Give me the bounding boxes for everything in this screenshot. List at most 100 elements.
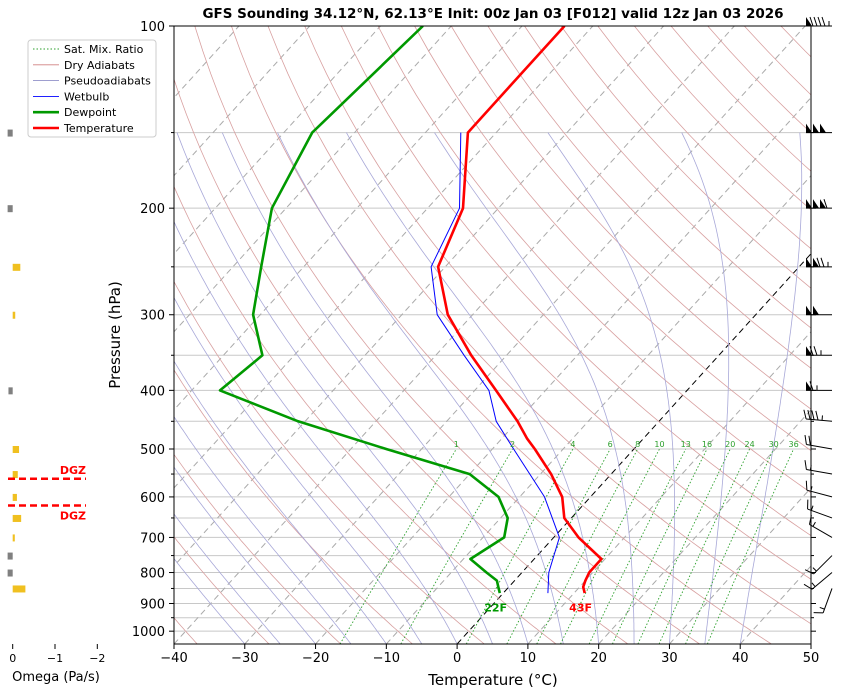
wind-barb-flag — [806, 346, 812, 356]
dry-adiabat-line — [304, 26, 811, 580]
dry-adiabat-line — [597, 26, 811, 250]
mixing-ratio-line — [560, 448, 660, 644]
legend-label: Wetbulb — [64, 90, 109, 103]
omega-bar — [12, 446, 20, 454]
isotherm-line — [174, 26, 311, 177]
pseudoadiabat-line — [174, 220, 458, 644]
omega-panel: 0 −1 −2 DGZ DGZ — [7, 129, 105, 665]
wind-barbs — [803, 16, 833, 614]
dry-adiabat-line — [707, 26, 811, 134]
y-tick-label: 400 — [140, 384, 165, 399]
wind-barb-full — [803, 409, 807, 420]
x-tick-label: 10 — [520, 651, 537, 666]
dry-adiabat-line — [780, 26, 811, 58]
wind-barb-full — [815, 410, 819, 421]
isotherm-line — [810, 643, 811, 644]
wind-barb — [803, 572, 833, 590]
pseudoadiabat-line — [547, 132, 675, 644]
wind-barb-full — [809, 346, 814, 356]
mixing-ratio-line — [400, 448, 513, 644]
mixing-ratio-line — [685, 448, 775, 644]
omega-bar — [7, 129, 13, 137]
wind-barb-shaft — [806, 469, 833, 475]
pseudoadiabat-line — [174, 296, 423, 644]
wind-barb-flag — [813, 257, 819, 267]
x-tick-label: −20 — [302, 651, 329, 666]
pseudoadiabat-line — [434, 132, 635, 644]
x-axis-label: Temperature (°C) — [427, 671, 557, 689]
wind-barb-half — [810, 505, 814, 511]
wind-barb-full — [823, 199, 828, 209]
pseudoadiabat-line — [277, 132, 564, 644]
pseudoadiabat-line — [221, 132, 529, 644]
y-tick-label: 800 — [140, 567, 165, 582]
isotherm-line — [385, 174, 811, 644]
mixing-ratio-line — [611, 448, 708, 644]
wind-barb-full — [813, 16, 818, 27]
mixing-ratio-line — [658, 448, 751, 644]
grid-lines — [174, 26, 853, 644]
y-tick-label: 600 — [140, 491, 165, 506]
dry-adiabat-line — [818, 26, 853, 644]
omega-axis-label: Omega (Pa/s) — [12, 670, 100, 685]
mixing-ratio-line — [339, 448, 457, 644]
dgz-label: DGZ — [60, 464, 86, 477]
legend-box — [27, 39, 157, 138]
wind-barb-full — [809, 381, 814, 391]
dry-adiabat-line — [670, 26, 811, 172]
dry-adiabat-line — [231, 26, 772, 644]
wind-barb-shaft — [806, 443, 833, 450]
mixing-ratio-label: 16 — [702, 440, 712, 449]
mixing-ratio-label: 30 — [769, 440, 779, 449]
wind-barb-shaft — [806, 489, 833, 498]
mixing-ratio-label: 36 — [789, 440, 799, 449]
isotherm-line — [669, 487, 811, 644]
wind-barb — [806, 123, 832, 134]
wind-barb-full — [808, 435, 811, 446]
omega-bar — [7, 552, 13, 560]
isotherm-line — [174, 26, 381, 255]
wind-barb-flag — [806, 257, 812, 267]
omega-tick-label: −2 — [89, 652, 105, 665]
mixing-ratio-label: 20 — [725, 440, 735, 449]
wind-barb-flag — [806, 305, 812, 315]
wind-barb-full — [811, 410, 815, 420]
mixing-ratio-label: 1 — [454, 440, 459, 449]
isotherm-line — [244, 26, 806, 644]
dry-adiabat-line — [194, 26, 700, 644]
dry-adiabat-line — [744, 26, 811, 96]
mixing-ratio-label: 24 — [745, 440, 755, 449]
x-tick-label: −10 — [373, 651, 400, 666]
wind-barb — [805, 480, 833, 498]
wind-barb-full — [804, 435, 807, 445]
wind-barb-shaft — [811, 572, 833, 590]
isotherm-line — [598, 409, 811, 644]
y-tick-label: 500 — [140, 443, 165, 458]
chart-title: GFS Sounding 34.12°N, 62.13°E Init: 00z … — [202, 6, 783, 22]
wind-barb — [813, 588, 833, 614]
omega-bar — [12, 514, 22, 522]
y-tick-label: 700 — [140, 531, 165, 546]
wind-barb — [806, 305, 832, 316]
pseudoadiabat-line — [174, 360, 387, 644]
wind-barb-full — [813, 346, 818, 356]
surface-annotation: 43F — [569, 602, 592, 615]
legend-label: Temperature — [63, 122, 134, 135]
wind-barb — [808, 515, 833, 538]
wind-barb — [806, 199, 832, 209]
mixing-ratio-label: 4 — [570, 440, 575, 449]
y-tick-label: 1000 — [132, 625, 165, 640]
wind-barb — [806, 257, 832, 268]
wind-barb — [807, 499, 833, 519]
mixing-ratio-label: 13 — [681, 440, 691, 449]
omega-bar — [12, 493, 17, 501]
y-tick-label: 200 — [140, 202, 165, 217]
wind-barb-shaft — [806, 418, 833, 422]
pseudoadiabat-line — [174, 466, 316, 644]
x-tick-label: 50 — [803, 651, 820, 666]
x-tick-label: 0 — [453, 651, 461, 666]
pseudoadiabat-line — [739, 132, 803, 644]
pseudoadiabat-line — [681, 132, 730, 644]
